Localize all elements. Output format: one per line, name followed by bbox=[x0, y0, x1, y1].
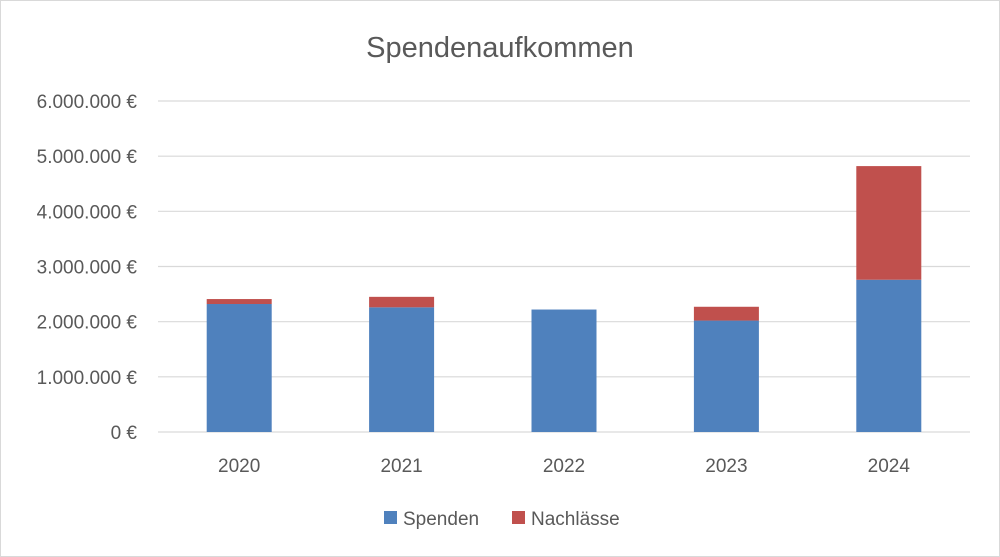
bar-spenden-2022 bbox=[531, 309, 597, 432]
bar-spenden-2024 bbox=[856, 279, 922, 432]
legend-swatch-spenden bbox=[384, 511, 397, 524]
chart-title: Spendenaufkommen bbox=[366, 32, 634, 64]
x-tick-label: 2022 bbox=[543, 456, 585, 477]
x-tick-label: 2020 bbox=[218, 456, 260, 477]
y-tick-label: 1.000.000 € bbox=[37, 368, 138, 389]
bar-spenden-2020 bbox=[206, 304, 272, 432]
legend-label: Spenden bbox=[403, 509, 479, 530]
legend: Spenden Nachlässe bbox=[384, 509, 620, 530]
bar-nachl-sse-2020 bbox=[206, 299, 272, 305]
x-axis-tick-labels: 2020 2021 2022 2023 2024 bbox=[218, 456, 910, 477]
bar-nachl-sse-2024 bbox=[856, 166, 922, 280]
legend-label: Nachlässe bbox=[531, 509, 620, 530]
bars bbox=[206, 166, 922, 432]
x-tick-label: 2024 bbox=[868, 456, 911, 477]
y-axis-tick-labels: 0 € 1.000.000 € 2.000.000 € 3.000.000 € 4.00… bbox=[37, 92, 138, 444]
bar-spenden-2021 bbox=[369, 307, 435, 432]
bar-spenden-2023 bbox=[693, 320, 759, 432]
y-tick-label: 2.000.000 € bbox=[37, 313, 138, 334]
x-tick-label: 2023 bbox=[705, 456, 747, 477]
y-tick-label: 0 € bbox=[111, 423, 138, 444]
bar-nachl-sse-2021 bbox=[369, 296, 435, 308]
y-tick-label: 5.000.000 € bbox=[37, 147, 138, 168]
bar-nachl-sse-2023 bbox=[693, 306, 759, 321]
y-tick-label: 6.000.000 € bbox=[37, 92, 138, 113]
y-tick-label: 4.000.000 € bbox=[37, 202, 138, 223]
y-tick-label: 3.000.000 € bbox=[37, 258, 138, 279]
legend-swatch-nachl-sse bbox=[512, 511, 525, 524]
x-tick-label: 2021 bbox=[380, 456, 422, 477]
